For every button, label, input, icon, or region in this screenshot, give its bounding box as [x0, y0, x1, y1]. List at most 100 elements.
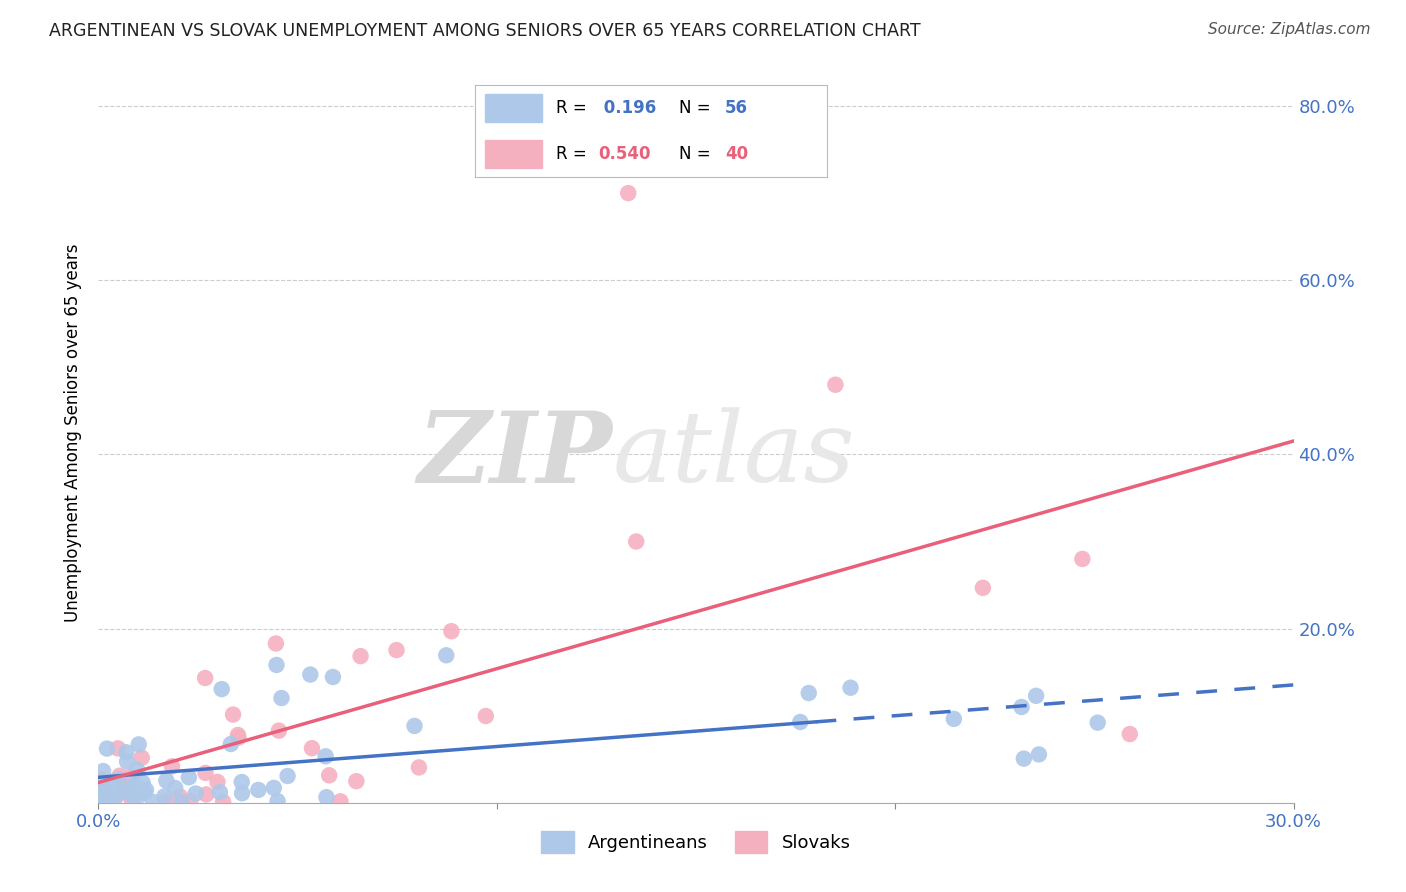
- Point: [211, 682, 233, 697]
- Point: [195, 788, 218, 802]
- Point: [153, 789, 176, 804]
- Point: [107, 772, 129, 787]
- Point: [1071, 552, 1094, 566]
- Point: [101, 791, 124, 805]
- Point: [90, 772, 112, 787]
- Point: [226, 728, 249, 742]
- Point: [120, 770, 142, 784]
- Point: [267, 723, 290, 738]
- Point: [440, 624, 463, 639]
- Point: [231, 786, 253, 800]
- Point: [142, 795, 165, 809]
- Point: [247, 783, 270, 797]
- Point: [184, 787, 207, 801]
- Text: ARGENTINEAN VS SLOVAK UNEMPLOYMENT AMONG SENIORS OVER 65 YEARS CORRELATION CHART: ARGENTINEAN VS SLOVAK UNEMPLOYMENT AMONG…: [49, 22, 921, 40]
- Point: [103, 774, 125, 789]
- Point: [322, 670, 344, 684]
- Point: [160, 759, 183, 773]
- Point: [105, 789, 128, 804]
- Y-axis label: Unemployment Among Seniors over 65 years: Unemployment Among Seniors over 65 years: [65, 244, 83, 622]
- Point: [129, 788, 152, 802]
- Point: [942, 712, 965, 726]
- Point: [127, 763, 149, 777]
- Point: [124, 778, 146, 792]
- Point: [212, 795, 235, 809]
- Point: [169, 789, 191, 804]
- Point: [91, 777, 114, 791]
- Point: [1012, 751, 1035, 765]
- Point: [96, 741, 118, 756]
- Point: [789, 714, 811, 729]
- Point: [105, 788, 128, 802]
- Point: [134, 785, 156, 799]
- Point: [301, 741, 323, 756]
- Point: [434, 648, 457, 663]
- Point: [89, 789, 111, 803]
- Point: [89, 787, 111, 801]
- Point: [1028, 747, 1050, 762]
- Point: [115, 755, 138, 769]
- Point: [194, 765, 217, 780]
- Point: [315, 790, 337, 805]
- Point: [264, 636, 287, 650]
- Point: [1119, 727, 1142, 741]
- Point: [315, 749, 337, 764]
- Point: [125, 780, 148, 794]
- Text: atlas: atlas: [613, 407, 855, 502]
- Point: [299, 667, 322, 681]
- Point: [475, 709, 498, 723]
- Point: [91, 764, 114, 778]
- Point: [626, 534, 648, 549]
- Point: [408, 760, 430, 774]
- Point: [118, 787, 141, 801]
- Point: [114, 785, 136, 799]
- Point: [170, 795, 193, 809]
- Point: [277, 769, 299, 783]
- Point: [385, 643, 408, 657]
- Point: [91, 781, 114, 796]
- Point: [266, 657, 288, 672]
- Point: [208, 785, 231, 799]
- Point: [177, 770, 200, 784]
- Point: [228, 731, 250, 745]
- Point: [344, 774, 367, 789]
- Point: [972, 581, 994, 595]
- Point: [1011, 700, 1033, 714]
- Point: [91, 792, 114, 806]
- Point: [824, 377, 846, 392]
- Point: [219, 737, 242, 751]
- Point: [839, 681, 862, 695]
- Point: [122, 789, 145, 804]
- Point: [349, 649, 371, 664]
- Point: [115, 745, 138, 759]
- Point: [1087, 715, 1109, 730]
- Point: [131, 776, 153, 790]
- Point: [270, 691, 292, 706]
- Point: [617, 186, 640, 200]
- Point: [135, 782, 157, 797]
- Point: [101, 786, 124, 800]
- Point: [107, 741, 129, 756]
- Point: [131, 750, 153, 764]
- Point: [165, 780, 187, 795]
- Point: [128, 738, 150, 752]
- Legend: Argentineans, Slovaks: Argentineans, Slovaks: [534, 824, 858, 861]
- Point: [207, 775, 229, 789]
- Text: Source: ZipAtlas.com: Source: ZipAtlas.com: [1208, 22, 1371, 37]
- Point: [155, 795, 177, 809]
- Point: [222, 707, 245, 722]
- Point: [329, 794, 352, 808]
- Point: [263, 780, 285, 795]
- Point: [266, 794, 288, 808]
- Point: [797, 686, 820, 700]
- Point: [194, 671, 217, 685]
- Point: [112, 780, 135, 795]
- Point: [1025, 689, 1047, 703]
- Text: ZIP: ZIP: [418, 407, 613, 503]
- Point: [179, 794, 201, 808]
- Point: [128, 785, 150, 799]
- Point: [231, 775, 253, 789]
- Point: [108, 769, 131, 783]
- Point: [318, 768, 340, 782]
- Point: [155, 773, 177, 788]
